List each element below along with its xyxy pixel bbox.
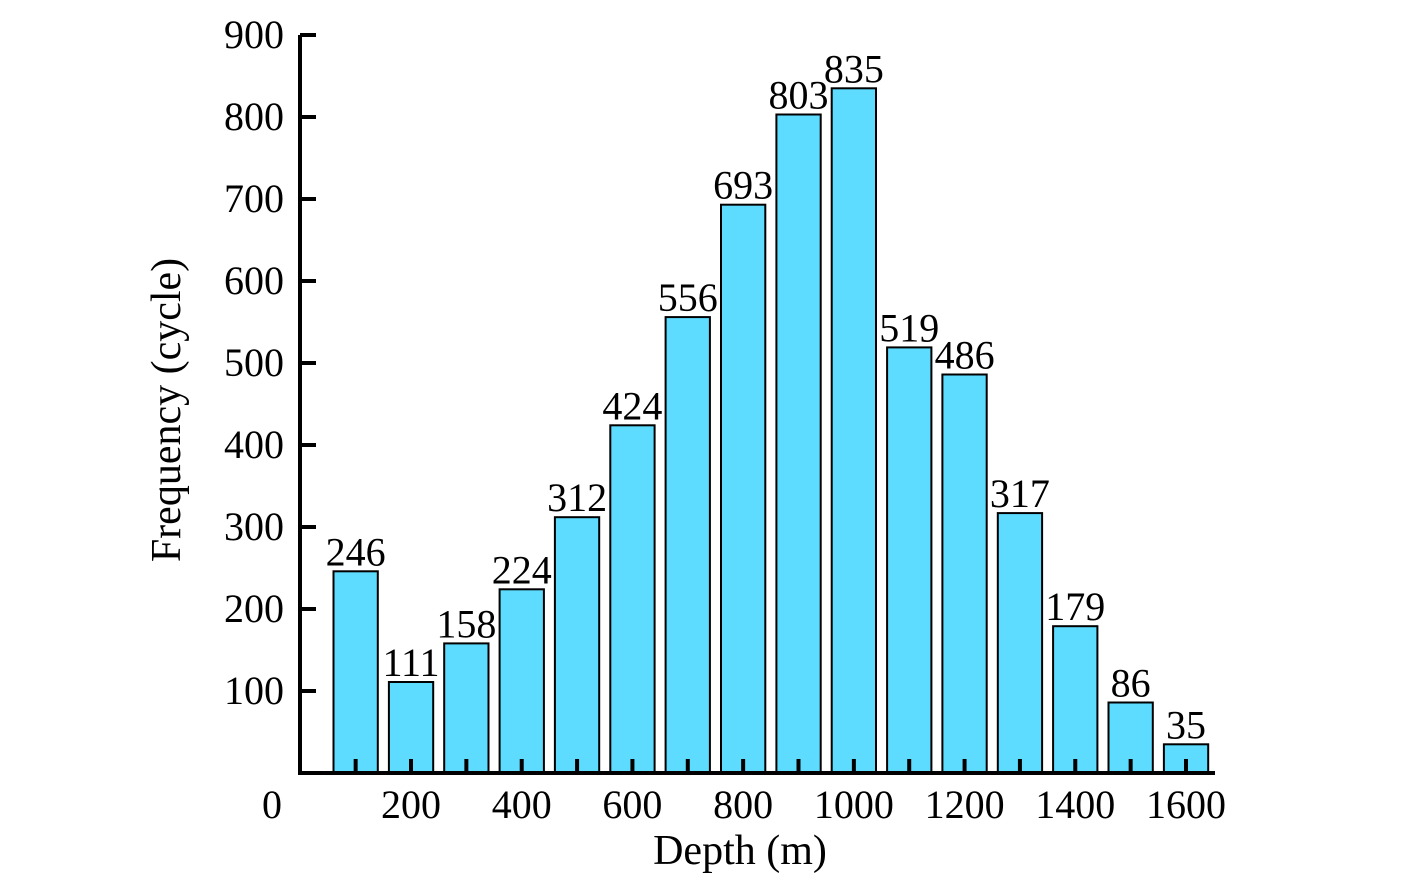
bars-group — [332, 87, 1210, 775]
bar-value-label: 312 — [547, 475, 607, 520]
y-tick-label: 600 — [224, 258, 284, 303]
bar-value-label: 519 — [879, 305, 939, 350]
bar-value-label: 246 — [326, 529, 386, 574]
y-tick-label: 200 — [224, 586, 284, 631]
bar-value-label: 158 — [436, 601, 496, 646]
bar-value-label: 803 — [769, 73, 829, 118]
y-tick-label: 300 — [224, 504, 284, 549]
x-axis-title: Depth (m) — [653, 828, 827, 874]
bar-1000 — [830, 87, 878, 775]
bar-800 — [720, 203, 767, 774]
bar-value-label: 424 — [602, 383, 662, 428]
bar-300 — [443, 642, 490, 775]
y-tick-label: 800 — [224, 94, 284, 139]
x-ticks-group: 200 400 600 800 1000 1200 1400 1600 — [353, 759, 1226, 827]
bar-1300 — [996, 512, 1044, 774]
bar-value-label: 35 — [1166, 702, 1206, 747]
bar-value-label: 693 — [713, 163, 773, 208]
bar-1100 — [886, 346, 933, 774]
origin-label: 0 — [262, 782, 282, 827]
bar-value-label: 317 — [990, 471, 1050, 516]
bar-value-label: 86 — [1111, 661, 1151, 706]
bar-value-label: 835 — [824, 46, 884, 91]
y-tick-label: 700 — [224, 176, 284, 221]
bar-1400 — [1052, 625, 1099, 775]
y-axis-title: Frequency (cycle) — [144, 258, 190, 562]
x-tick-label: 1600 — [1146, 782, 1226, 827]
bar-400 — [498, 588, 545, 774]
x-tick-label: 800 — [713, 782, 773, 827]
x-tick-label: 600 — [602, 782, 662, 827]
y-tick-label: 900 — [224, 12, 284, 57]
x-tick-label: 1400 — [1035, 782, 1115, 827]
x-tick-label: 1200 — [925, 782, 1005, 827]
bar-600 — [609, 424, 656, 774]
y-tick-label: 400 — [224, 422, 284, 467]
x-tick-label: 200 — [381, 782, 441, 827]
bar-500 — [553, 516, 601, 775]
bar-value-label: 179 — [1045, 584, 1105, 629]
bar-900 — [775, 113, 822, 774]
y-ticks-group: 900 800 700 600 500 400 300 200 100 — [224, 12, 316, 713]
y-tick-label: 100 — [224, 668, 284, 713]
y-tick-label: 500 — [224, 340, 284, 385]
bar-100 — [332, 570, 379, 774]
bar-1200 — [941, 373, 988, 774]
bar-700 — [664, 316, 711, 774]
bar-value-label: 111 — [382, 640, 439, 685]
axes-group — [298, 35, 1215, 775]
x-tick-label: 1000 — [814, 782, 894, 827]
bar-value-label: 224 — [492, 547, 552, 592]
bar-value-label: 556 — [658, 275, 718, 320]
bar-value-label: 486 — [935, 333, 995, 378]
x-tick-label: 400 — [492, 782, 552, 827]
